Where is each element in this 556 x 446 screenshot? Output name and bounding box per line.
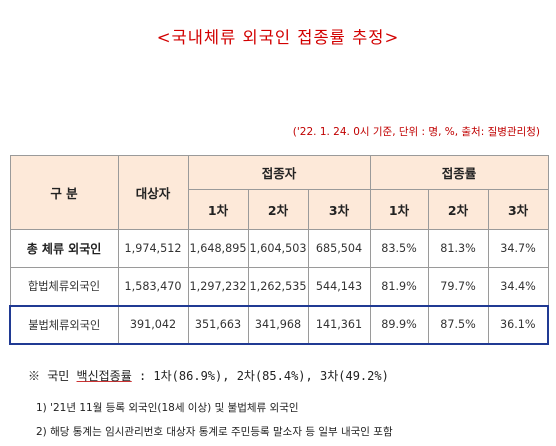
target-count: 391,042	[117, 304, 189, 345]
rate-dose1: 81.9%	[369, 267, 429, 306]
rate-dose2: 81.3%	[427, 229, 489, 268]
header-vaccinated-dose1: 1차	[187, 189, 249, 230]
rate-dose3: 34.7%	[487, 229, 549, 268]
header-category: 구 분	[9, 155, 119, 230]
page-title: <국내체류 외국인 접종률 추정>	[156, 28, 400, 47]
header-vaccinated-dose3: 3차	[307, 189, 371, 230]
vaccinated-dose3: 544,143	[307, 267, 371, 306]
rate-dose2: 87.5%	[427, 304, 489, 345]
header-rate-dose2: 2차	[427, 189, 489, 230]
vaccinated-dose2: 1,604,503	[247, 229, 309, 268]
source-note: ('22. 1. 24. 0시 기준, 단위 : 명, %, 출처: 질병관리청…	[292, 126, 540, 138]
row-label: 합법체류외국인	[9, 267, 119, 306]
vaccinated-dose3: 685,504	[307, 229, 371, 268]
note-prefix: ※ 국민	[28, 369, 77, 383]
row-label: 총 체류 외국인	[9, 229, 119, 268]
table-row-illegal: 불법체류외국인 391,042 351,663 341,968 141,361 …	[9, 304, 550, 345]
rate-dose2: 79.7%	[427, 267, 489, 306]
table-row-total: 총 체류 외국인 1,974,512 1,648,895 1,604,503 6…	[9, 229, 549, 268]
vaccinated-dose2: 1,262,535	[247, 267, 309, 306]
header-vaccinated-dose2: 2차	[247, 189, 309, 230]
rate-dose3: 34.4%	[487, 267, 549, 306]
header-rate-dose3: 3차	[487, 189, 549, 230]
vaccinated-dose2: 341,968	[247, 304, 309, 345]
header-rate-dose1: 1차	[369, 189, 429, 230]
footnote-2: 2) 해당 통계는 임시관리번호 대상자 통계로 주민등록 말소자 등 일부 내…	[36, 426, 393, 438]
vaccinated-dose1: 1,648,895	[187, 229, 249, 268]
rate-dose1: 89.9%	[369, 304, 429, 345]
row-label: 불법체류외국인	[9, 304, 119, 345]
vaccinated-dose1: 351,663	[187, 304, 249, 345]
target-count: 1,583,470	[117, 267, 189, 306]
target-count: 1,974,512	[117, 229, 189, 268]
vaccination-table: 구 분 대상자 접종자 접종률 1차 2차 3차 1차 2차 3차 총 체류 외…	[9, 155, 550, 345]
header-target: 대상자	[117, 155, 189, 230]
rate-dose3: 36.1%	[487, 304, 550, 345]
footnote-1: 1) '21년 11월 등록 외국인(18세 이상) 및 불법체류 외국인	[36, 402, 299, 414]
vaccinated-dose3: 141,361	[307, 304, 371, 345]
note-vaccination-rate-term: 백신접종률	[76, 369, 132, 383]
header-rate: 접종률	[369, 155, 549, 190]
rate-dose1: 83.5%	[369, 229, 429, 268]
table-row-legal: 합법체류외국인 1,583,470 1,297,232 1,262,535 54…	[9, 267, 549, 306]
national-vaccination-note: ※ 국민 백신접종률 : 1차(86.9%), 2차(85.4%), 3차(49…	[28, 367, 389, 384]
note-rates: : 1차(86.9%), 2차(85.4%), 3차(49.2%)	[131, 369, 389, 383]
header-vaccinated: 접종자	[187, 155, 371, 190]
vaccinated-dose1: 1,297,232	[187, 267, 249, 306]
